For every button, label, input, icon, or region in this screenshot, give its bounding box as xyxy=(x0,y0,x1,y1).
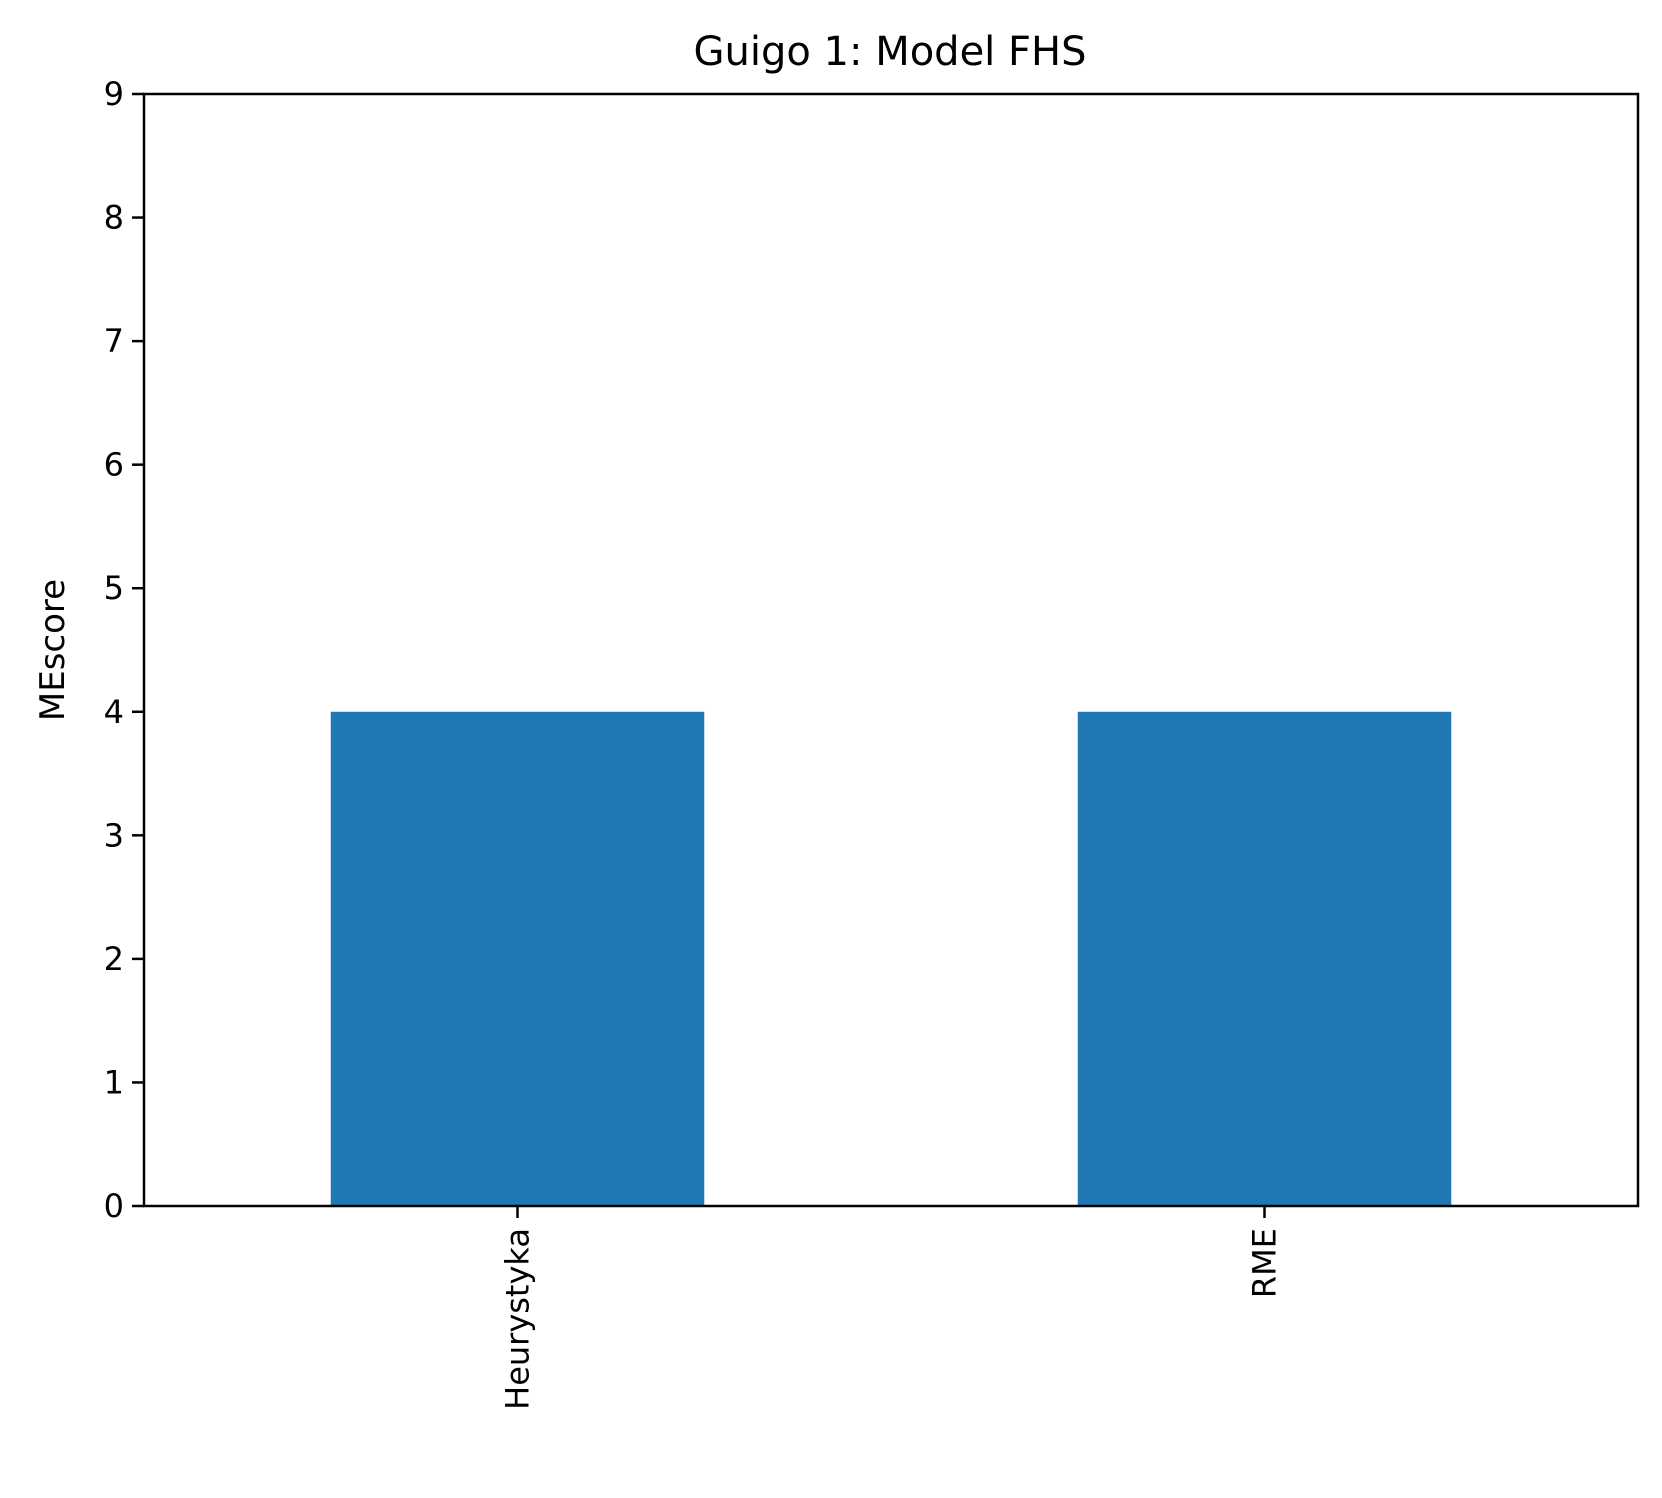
y-tick-label: 6 xyxy=(104,446,124,484)
x-tick-label-heurystyka: Heurystyka xyxy=(499,1228,537,1410)
y-tick-label: 7 xyxy=(104,322,124,360)
y-axis-label: MEscore xyxy=(33,579,73,721)
y-tick-label: 0 xyxy=(104,1187,124,1225)
y-tick-label: 9 xyxy=(104,75,124,113)
bars-group xyxy=(330,711,1452,1206)
y-tick-label: 3 xyxy=(104,816,124,854)
y-tick-label: 2 xyxy=(104,940,124,978)
y-tick-label: 8 xyxy=(104,199,124,237)
x-tick-label-rme: RME xyxy=(1246,1228,1284,1298)
y-tick-label: 5 xyxy=(104,569,124,607)
chart-title: Guigo 1: Model FHS xyxy=(694,29,1087,75)
plot-frame xyxy=(142,92,1640,1208)
x-axis: Heurystyka RME xyxy=(499,1206,1284,1410)
y-axis: 0 1 2 3 4 5 6 7 8 9 xyxy=(104,75,144,1225)
bar-rme xyxy=(1077,711,1452,1206)
y-tick-label: 1 xyxy=(104,1063,124,1101)
y-tick-label: 4 xyxy=(104,693,124,731)
bar-heurystyka xyxy=(330,711,705,1206)
